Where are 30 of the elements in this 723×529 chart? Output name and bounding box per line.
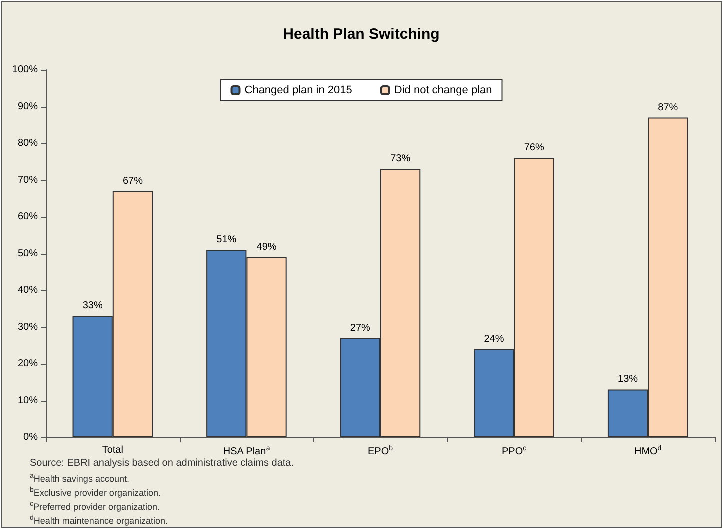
- data-label: 24%: [484, 334, 504, 345]
- y-tick-label: 40%: [18, 285, 38, 296]
- text: $^{d}$Health maintenance organization.: [30, 514, 169, 527]
- y-tick-label: 10%: [18, 395, 38, 406]
- data-label: 87%: [658, 102, 678, 114]
- text: $^{c}$Preferred provider organization.: [30, 500, 162, 513]
- y-tick-label: 20%: [18, 358, 38, 370]
- text: $^{a}$Health savings account.: [30, 472, 130, 485]
- y-tick-label: 0%: [24, 432, 38, 443]
- data-label: 49%: [256, 242, 277, 253]
- y-tick-label: 90%: [18, 101, 38, 112]
- data-label: 76%: [524, 142, 544, 154]
- y-tick-label: 30%: [18, 322, 38, 333]
- legend-label: Changed plan in 2015: [244, 84, 352, 96]
- chart-title: Health Plan Switching: [283, 26, 440, 43]
- data-label: 33%: [82, 300, 103, 312]
- text: $^{b}$Exclusive provider organization.: [30, 486, 162, 499]
- data-label: 27%: [350, 322, 371, 334]
- source-note: Source: EBRI analysis based on administrative claims data.: [30, 458, 294, 469]
- y-tick-label: 70%: [18, 174, 38, 186]
- data-label: 51%: [216, 234, 237, 246]
- y-tick-label: 100%: [12, 64, 38, 76]
- y-tick-label: 50%: [18, 248, 38, 260]
- x-tick-label: Total: [102, 445, 124, 456]
- data-label: 73%: [390, 154, 411, 165]
- legend-label: Did not change plan: [394, 84, 492, 96]
- y-tick-label: 80%: [18, 138, 38, 149]
- data-label: 67%: [122, 176, 144, 187]
- y-tick-label: 60%: [18, 212, 38, 222]
- data-label: 13%: [618, 374, 638, 386]
